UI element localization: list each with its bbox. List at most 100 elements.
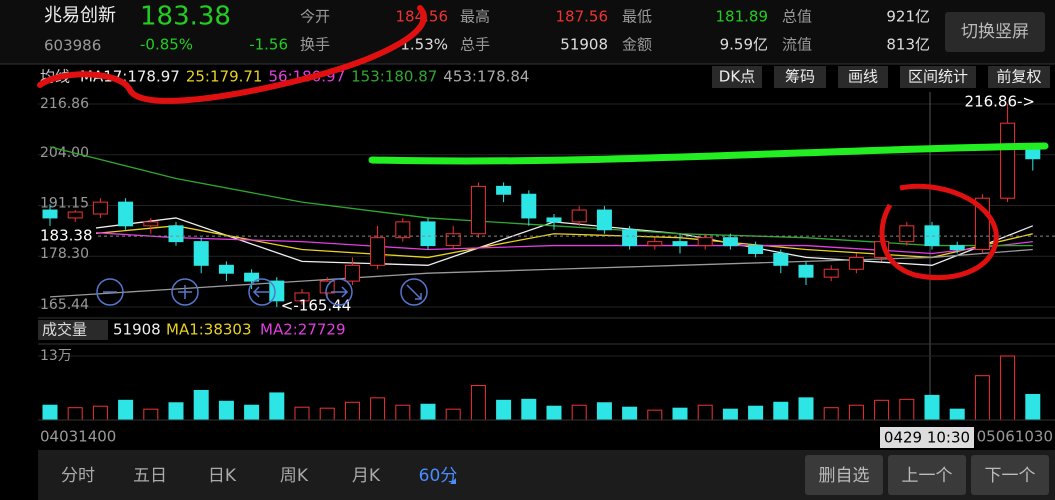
tool-button-label[interactable]: 画线 [848,68,878,86]
candle-body [546,217,562,223]
y-tick-label: 178.30 [40,246,89,262]
switch-button[interactable] [945,12,1045,52]
volume-bar [92,405,108,421]
tool-button[interactable] [774,66,826,88]
candle-body [244,272,260,282]
period-tab[interactable]: 日K [208,466,237,486]
volume-bar [218,400,234,421]
volume-bar [798,397,814,421]
reset[interactable] [400,278,428,306]
candle-body [1000,122,1016,199]
tool-button[interactable] [900,66,976,88]
tool-button-label[interactable]: 筹码 [785,68,815,86]
volume-ma2: MA2:27729 [260,321,346,339]
candle-body [470,185,486,235]
stat-label: 最高 [460,8,490,26]
action-button[interactable] [971,455,1049,495]
move-left[interactable] [248,278,276,306]
period-tab[interactable]: 五日 [133,466,167,486]
ma-item: MA17:178.97 [80,68,180,86]
tool-button-label[interactable]: 前复权 [996,68,1041,86]
candle-body [773,252,789,266]
action-label[interactable]: 下一个 [985,466,1036,486]
tool-button[interactable] [712,66,762,88]
candle-body [370,237,386,266]
time-cursor-box [880,427,974,448]
volume-selector[interactable] [38,320,108,340]
time-label: 0429 10:30 [884,429,970,447]
volume-bar [647,409,663,421]
volume-bar [42,404,58,421]
price: 183.38 [140,2,231,32]
stat-label: 金额 [622,36,652,54]
action-button[interactable] [888,455,966,495]
candle-body [395,221,411,239]
stat-value: 181.89 [716,8,769,26]
high-label: 216.86-> [965,93,1035,111]
volume-bar [168,402,184,421]
volume-bar [672,407,688,421]
stat-value: 921亿 [886,8,930,26]
candle-body [92,201,108,215]
period-tab[interactable]: 分时 [61,466,95,486]
y-tick-label: 204.00 [40,145,89,161]
volume-bar [319,407,335,421]
candle-body [798,264,814,278]
candle-body [748,245,764,254]
period-tab[interactable]: 周K [280,466,309,486]
volume-bar [395,404,411,421]
annotation-circle [879,183,999,281]
period-tab[interactable]: 60分 [419,466,458,486]
header-bg [0,0,1055,64]
candle-body [42,209,58,219]
volume-bar [899,398,915,421]
stat-value: 813亿 [886,36,930,54]
switch-button-label[interactable]: 切换竖屏 [961,22,1029,42]
volume-bar [546,405,562,421]
action-button[interactable] [805,455,883,495]
period-tab[interactable]: 月K [352,466,381,486]
zoom-out[interactable] [96,278,124,306]
stat-value: 51908 [560,36,608,54]
stat-label: 换手 [300,36,330,54]
tool-button-label[interactable]: DK点 [719,68,755,86]
action-label[interactable]: 上一个 [902,466,953,486]
current-price-box [38,226,96,247]
tool-button[interactable] [988,66,1050,88]
zoom-in[interactable] [171,278,199,306]
action-label[interactable]: 删自选 [819,466,870,486]
time-label: 04031400 [40,428,116,446]
volume-bar [445,408,461,421]
y-tick-label: 191.15 [40,196,89,212]
candle-body [118,201,134,227]
candle-body [697,237,713,247]
low-label: <-165.44 [281,297,351,315]
tool-button[interactable] [838,66,888,88]
volume-bar [269,392,285,421]
volume-bar [420,403,436,421]
volume-bar [823,407,839,421]
icon [252,286,270,298]
tab-indicator [450,478,456,484]
volume-bar [496,399,512,421]
volume-bar [697,404,713,421]
volume-bar [193,389,209,421]
stat-label: 流值 [782,36,812,54]
candle-body [193,241,209,266]
candle-body [899,225,915,243]
candle-body [294,292,310,302]
stat-label: 最低 [622,8,652,26]
move-right[interactable] [325,278,353,306]
ma-item: 453:178.84 [443,68,529,86]
stat-label: 今开 [300,8,330,26]
candle-body [571,209,587,223]
volume-bar [748,405,764,421]
tool-button-label[interactable]: 区间统计 [908,68,968,86]
volume-bar [924,394,940,421]
ma-line [49,229,1033,255]
volume-bar [974,375,990,421]
volume-label[interactable]: 成交量 [42,321,87,339]
candle-body [521,193,537,219]
volume-bar [874,399,890,421]
